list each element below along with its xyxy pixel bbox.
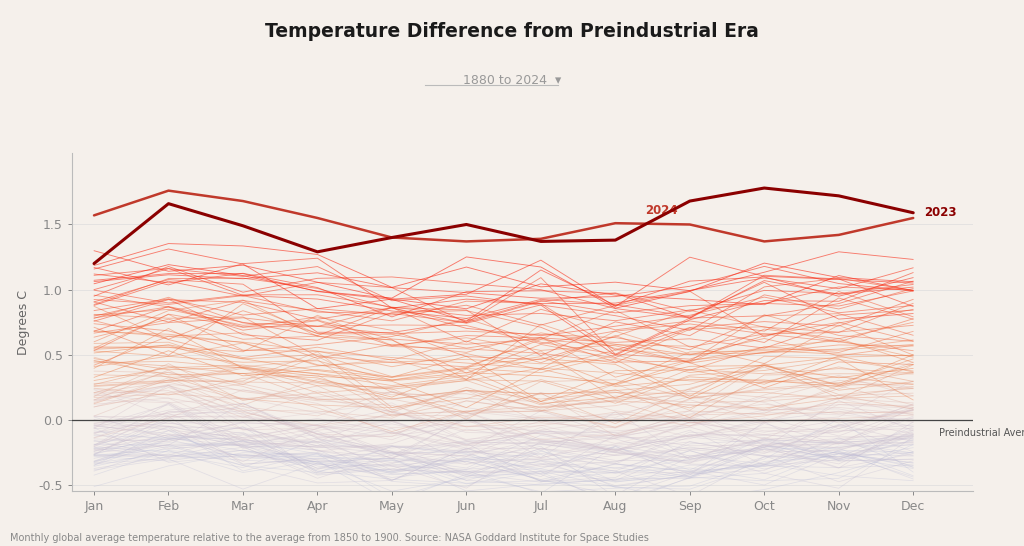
Text: Monthly global average temperature relative to the average from 1850 to 1900. So: Monthly global average temperature relat… xyxy=(10,533,649,543)
Text: Temperature Difference from Preindustrial Era: Temperature Difference from Preindustria… xyxy=(265,22,759,41)
Text: Preindustrial Average: Preindustrial Average xyxy=(939,428,1024,437)
Text: 2023: 2023 xyxy=(925,206,956,219)
Y-axis label: Degrees C: Degrees C xyxy=(16,289,30,355)
Text: 2024: 2024 xyxy=(645,204,678,217)
Text: 1880 to 2024  ▾: 1880 to 2024 ▾ xyxy=(463,74,561,87)
